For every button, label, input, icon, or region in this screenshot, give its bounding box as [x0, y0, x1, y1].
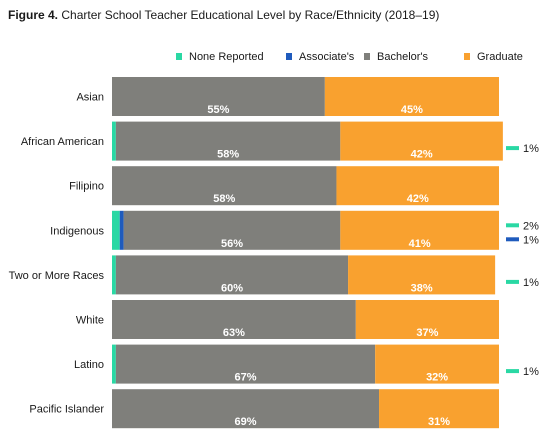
- outside-label-text: 2%: [523, 220, 539, 232]
- bar-segment-african-american-bachelor-s: [115, 121, 341, 161]
- data-label-latino-graduate: 32%: [426, 372, 448, 384]
- bar-segment-indigenous-bachelor-s: [123, 210, 341, 250]
- legend-item-associate-s: Associate's: [286, 51, 355, 63]
- category-label-white: White: [76, 315, 104, 327]
- legend-label-graduate: Graduate: [477, 51, 523, 63]
- category-label-latino: Latino: [74, 359, 104, 371]
- bar-row-african-american: African American 58% 42% 1%: [21, 121, 539, 161]
- legend-label-associate-s: Associate's: [299, 51, 355, 63]
- data-label-latino-bachelor-s: 67%: [234, 372, 256, 384]
- bar-segment-indigenous-graduate: [340, 210, 499, 250]
- category-label-two-or-more-races: Two or More Races: [9, 270, 105, 282]
- legend-swatch-none-reported: [176, 53, 182, 60]
- outside-label-indigenous-associate-s: 1%: [506, 234, 539, 246]
- category-label-asian: Asian: [76, 92, 104, 104]
- legend-swatch-associate-s: [286, 53, 292, 60]
- bar-segment-filipino-graduate: [336, 166, 499, 206]
- outside-label-two-or-more-races-none-reported: 1%: [506, 277, 539, 289]
- bar-row-latino: Latino 67% 32% 1%: [74, 344, 539, 384]
- bar-segment-white-graduate: [355, 300, 499, 339]
- legend-swatch-graduate: [464, 53, 470, 60]
- outside-label-text: 1%: [523, 277, 539, 289]
- data-label-two-or-more-races-graduate: 38%: [411, 282, 433, 294]
- bar-segment-latino-none-reported: [112, 344, 116, 384]
- figure-title-text: Charter School Teacher Educational Level…: [61, 8, 440, 22]
- bar-segment-asian-bachelor-s: [112, 77, 325, 116]
- data-label-indigenous-graduate: 41%: [409, 238, 431, 250]
- bar-row-filipino: Filipino 58% 42%: [69, 166, 499, 206]
- bar-segment-latino-bachelor-s: [115, 344, 376, 384]
- outside-label-indigenous-none-reported: 2%: [506, 220, 539, 232]
- legend-swatch-bachelor-s: [364, 53, 370, 60]
- bar-row-pacific-islander: Pacific Islander 69% 31%: [29, 389, 499, 429]
- outside-label-swatch: [506, 146, 519, 151]
- data-label-white-bachelor-s: 63%: [223, 327, 245, 339]
- data-label-african-american-bachelor-s: 58%: [217, 149, 239, 161]
- bar-segment-african-american-graduate: [340, 121, 503, 161]
- category-label-african-american: African American: [21, 136, 104, 148]
- data-label-pacific-islander-graduate: 31%: [428, 416, 450, 428]
- legend-label-bachelor-s: Bachelor's: [377, 51, 429, 63]
- data-label-asian-bachelor-s: 55%: [207, 104, 229, 116]
- bar-row-indigenous: Indigenous 56% 41% 2% 1%: [50, 210, 539, 250]
- legend-item-graduate: Graduate: [464, 51, 523, 63]
- bar-segment-african-american-none-reported: [112, 121, 116, 161]
- outside-label-text: 1%: [523, 366, 539, 378]
- bar-segment-pacific-islander-graduate: [379, 389, 499, 429]
- data-label-white-graduate: 37%: [416, 327, 438, 339]
- outside-label-african-american-none-reported: 1%: [506, 143, 539, 155]
- legend-label-none-reported: None Reported: [189, 51, 264, 63]
- outside-label-latino-none-reported: 1%: [506, 366, 539, 378]
- bar-row-two-or-more-races: Two or More Races 60% 38% 1%: [9, 255, 539, 295]
- bar-segment-white-bachelor-s: [112, 300, 356, 339]
- bar-segment-asian-graduate: [324, 77, 499, 116]
- data-label-asian-graduate: 45%: [401, 104, 423, 116]
- outside-label-text: 1%: [523, 234, 539, 246]
- legend-item-bachelor-s: Bachelor's: [364, 51, 429, 63]
- data-label-two-or-more-races-bachelor-s: 60%: [221, 282, 243, 294]
- bar-segment-indigenous-none-reported: [112, 210, 120, 250]
- outside-label-text: 1%: [523, 143, 539, 155]
- data-label-pacific-islander-bachelor-s: 69%: [234, 416, 256, 428]
- data-label-african-american-graduate: 42%: [411, 149, 433, 161]
- data-label-filipino-bachelor-s: 58%: [213, 193, 235, 205]
- bar-segment-two-or-more-races-none-reported: [112, 255, 116, 295]
- bar-row-asian: Asian 55% 45%: [76, 77, 499, 116]
- category-label-pacific-islander: Pacific Islander: [29, 404, 104, 416]
- legend-item-none-reported: None Reported: [176, 51, 264, 63]
- bar-segment-latino-graduate: [375, 344, 499, 384]
- bar-segment-filipino-bachelor-s: [112, 166, 337, 206]
- category-label-indigenous: Indigenous: [50, 225, 104, 237]
- category-label-filipino: Filipino: [69, 181, 104, 193]
- bar-segment-indigenous-associate-s: [119, 210, 124, 250]
- bar-segment-two-or-more-races-bachelor-s: [115, 255, 349, 295]
- data-label-indigenous-bachelor-s: 56%: [221, 238, 243, 250]
- chart-title: Figure 4. Charter School Teacher Educati…: [8, 8, 439, 22]
- data-label-filipino-graduate: 42%: [407, 193, 429, 205]
- figure-number: Figure 4.: [8, 8, 59, 22]
- bar-segment-two-or-more-races-graduate: [348, 255, 496, 295]
- bar-segment-pacific-islander-bachelor-s: [112, 389, 380, 429]
- outside-label-swatch: [506, 369, 519, 374]
- outside-label-swatch: [506, 279, 519, 284]
- outside-label-swatch: [506, 223, 519, 228]
- outside-label-swatch: [506, 237, 519, 242]
- bar-row-white: White 63% 37%: [76, 300, 499, 339]
